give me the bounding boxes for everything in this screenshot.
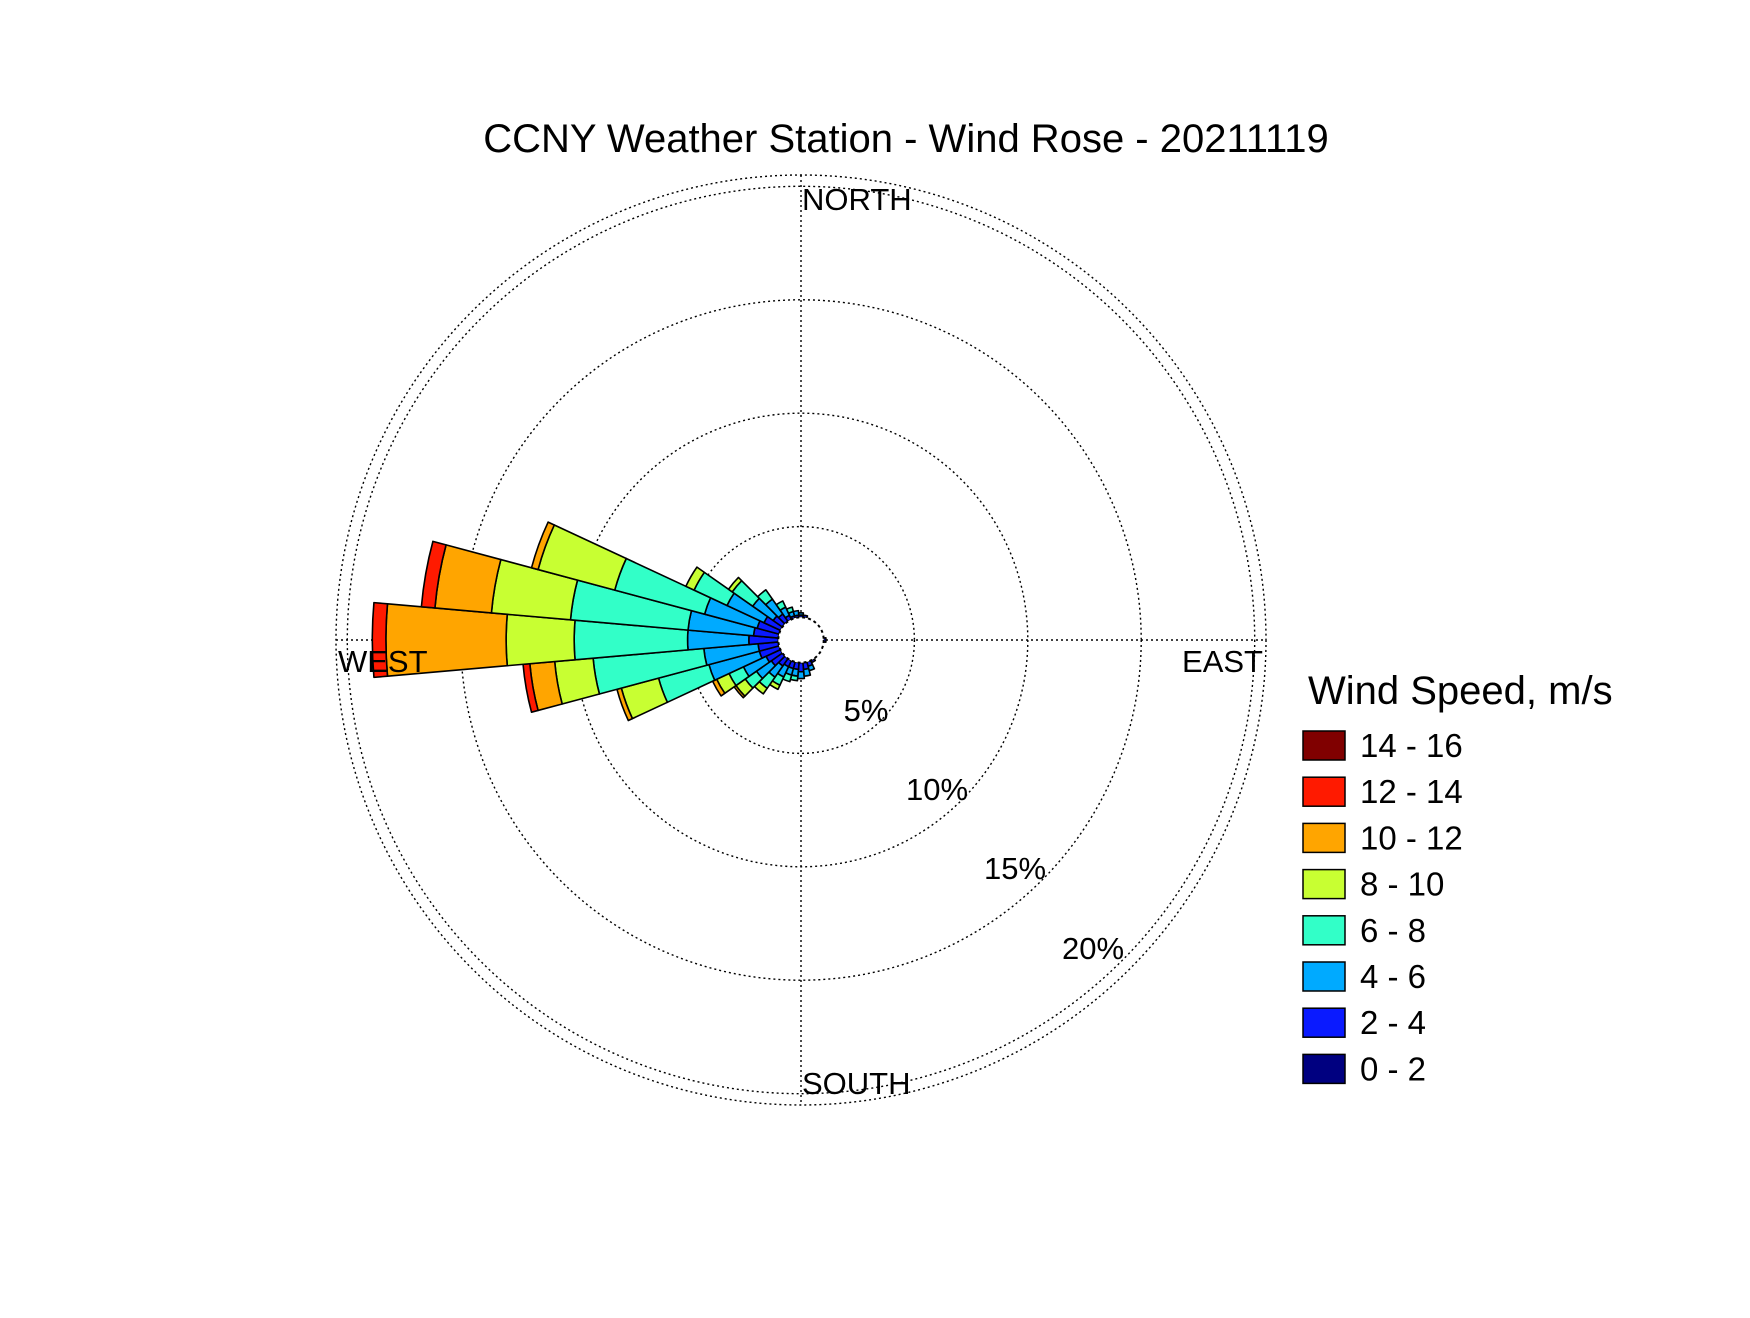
legend-label-2: 10 - 12 [1360, 819, 1463, 856]
radial-tick-label-5: 5% [844, 693, 889, 728]
legend-label-5: 4 - 6 [1360, 958, 1426, 995]
legend-swatch-5 [1302, 961, 1346, 992]
legend-label-4: 6 - 8 [1360, 912, 1426, 949]
east-label: EAST [1182, 644, 1263, 679]
legend-items: 14 - 16 12 - 14 10 - 12 8 - 10 6 - 8 4 - 6 2 -… [1302, 727, 1463, 1087]
sector-260-bin-4 [553, 657, 601, 705]
chart-title: CCNY Weather Station - Wind Rose - 20211… [483, 117, 1329, 161]
wind-sectors [371, 521, 827, 722]
sector-270-bin-6 [371, 601, 389, 679]
sector-280-bin-6 [420, 540, 447, 609]
sector-290-bin-5 [530, 521, 556, 571]
calm-circle [777, 616, 825, 664]
legend-label-6: 2 - 4 [1360, 1004, 1426, 1041]
legend-swatch-0 [1302, 730, 1346, 761]
legend-swatch-3 [1302, 868, 1346, 900]
legend-swatch-7 [1302, 1053, 1346, 1085]
legend-label-7: 0 - 2 [1360, 1050, 1426, 1087]
legend-swatch-1 [1302, 776, 1346, 807]
west-label: WEST [338, 644, 428, 679]
sector-350-bin-2 [792, 609, 800, 617]
legend-label-1: 12 - 14 [1360, 773, 1463, 810]
sector-280-bin-5 [434, 544, 502, 614]
legend-swatch-2 [1302, 822, 1346, 854]
south-label: SOUTH [802, 1066, 911, 1101]
sector-270 [371, 601, 780, 679]
sector-290 [530, 521, 782, 635]
sector-310-bin-4 [727, 576, 743, 593]
radial-tick-label-20: 20% [1062, 931, 1124, 966]
sector-300-bin-4 [685, 566, 706, 591]
sector-330-bin-3 [775, 600, 787, 612]
radial-tick-label-10: 10% [906, 772, 968, 807]
legend: Wind Speed, m/s 14 - 16 12 - 14 10 - 12 8 -… [1302, 669, 1613, 1087]
sector-0-bin-2 [797, 611, 805, 616]
calm-center [777, 616, 825, 664]
legend-swatch-4 [1302, 915, 1346, 946]
sector-220 [753, 655, 789, 695]
legend-label-0: 14 - 16 [1360, 727, 1463, 764]
radial-tick-label-15: 15% [984, 851, 1046, 886]
north-label: NORTH [802, 182, 912, 217]
legend-title: Wind Speed, m/s [1308, 669, 1613, 713]
sector-260 [522, 641, 780, 714]
sector-320 [756, 589, 789, 625]
sector-320-bin-3 [756, 589, 774, 606]
legend-swatch-6 [1302, 1007, 1346, 1038]
legend-label-3: 8 - 10 [1360, 866, 1444, 903]
sector-270-bin-4 [505, 613, 576, 667]
sector-170-bin-2 [802, 667, 812, 677]
sector-250 [616, 645, 782, 722]
sector-340-bin-3 [785, 606, 795, 615]
